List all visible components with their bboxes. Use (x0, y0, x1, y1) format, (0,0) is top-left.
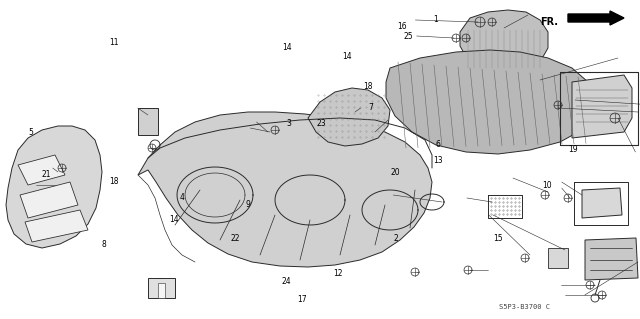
Polygon shape (18, 155, 65, 185)
Text: 14: 14 (169, 215, 179, 224)
Polygon shape (308, 88, 390, 146)
Text: 25: 25 (403, 32, 413, 41)
Polygon shape (148, 278, 175, 298)
Text: FR.: FR. (540, 17, 558, 27)
Text: 21: 21 (42, 170, 51, 179)
Text: 9: 9 (246, 200, 251, 209)
Text: 22: 22 (231, 234, 240, 243)
Text: 10: 10 (542, 181, 552, 190)
Polygon shape (138, 112, 432, 267)
FancyArrow shape (568, 11, 624, 25)
Polygon shape (6, 126, 102, 248)
Polygon shape (20, 182, 78, 218)
Text: 17: 17 (297, 295, 307, 304)
Text: 11: 11 (109, 38, 118, 47)
Text: 19: 19 (568, 145, 578, 154)
Text: 15: 15 (493, 234, 503, 243)
Text: 7: 7 (369, 103, 374, 112)
Text: 14: 14 (282, 43, 292, 52)
Polygon shape (460, 10, 548, 76)
Text: 3: 3 (287, 119, 292, 128)
Polygon shape (138, 108, 158, 135)
Polygon shape (386, 50, 596, 154)
Text: 1: 1 (433, 15, 438, 24)
Text: 23: 23 (316, 119, 326, 128)
Text: 4: 4 (180, 193, 185, 202)
Text: 20: 20 (390, 168, 401, 177)
Text: 24: 24 (282, 277, 292, 286)
Polygon shape (158, 283, 165, 298)
Text: 13: 13 (433, 156, 444, 165)
Text: 14: 14 (342, 52, 352, 61)
Text: 16: 16 (397, 22, 407, 31)
Text: 2: 2 (393, 234, 398, 243)
Text: 18: 18 (364, 82, 372, 91)
Polygon shape (585, 238, 638, 280)
Polygon shape (548, 248, 568, 268)
Text: 18: 18 (109, 177, 118, 186)
Text: 8: 8 (101, 241, 106, 249)
Text: 12: 12 (333, 269, 342, 278)
Text: S5P3-B3700 C: S5P3-B3700 C (499, 304, 550, 310)
Text: 5: 5 (28, 128, 33, 137)
Text: 6: 6 (436, 140, 441, 149)
Polygon shape (582, 188, 622, 218)
Polygon shape (25, 210, 88, 242)
Polygon shape (572, 75, 632, 138)
